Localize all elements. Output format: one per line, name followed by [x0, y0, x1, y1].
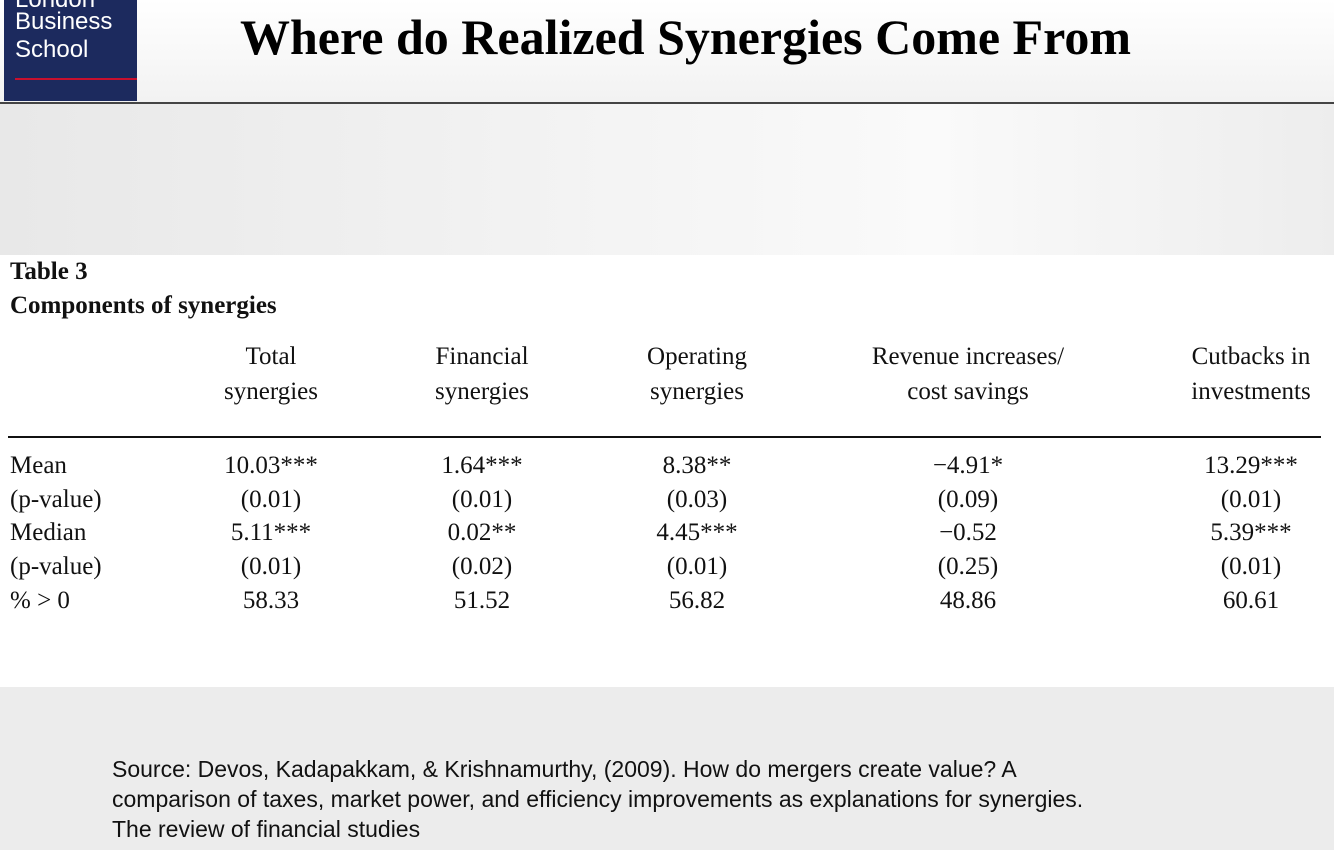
row-label: % > 0	[10, 586, 70, 614]
row-label: (p-value)	[10, 553, 102, 581]
table-cell: 0.02**	[447, 519, 517, 547]
table-rule	[8, 436, 1321, 438]
logo-rule	[15, 78, 137, 80]
table-cell: (0.02)	[451, 553, 513, 581]
source-text: The review of financial studies	[112, 816, 421, 842]
table-cell: 13.29***	[1204, 452, 1298, 479]
slide-title: Where do Realized Synergies Come From	[240, 9, 1132, 65]
table-caption: Components of synergies	[10, 292, 277, 319]
logo-text: London	[15, 0, 95, 14]
table-cell: 4.45***	[656, 519, 738, 547]
table-cell: 1.64***	[441, 452, 523, 479]
table-cell: 8.38**	[662, 452, 732, 479]
column-header: Revenue increases/	[871, 343, 1065, 370]
source-text: comparison of taxes, market power, and e…	[112, 786, 1084, 812]
table-cell: (0.25)	[937, 553, 999, 581]
column-header: cost savings	[907, 378, 1029, 405]
logo: London Business School	[4, 0, 137, 101]
row-label: Mean	[10, 452, 67, 479]
column-header: synergies	[435, 378, 529, 405]
table-image: Table 3 Components of synergies Total syn…	[0, 255, 1334, 687]
column-header: investments	[1191, 378, 1311, 405]
source-text: Source: Devos, Kadapakkam, & Krishnamurt…	[112, 756, 1017, 782]
table-cell: (0.01)	[1220, 485, 1282, 513]
table-cell: 56.82	[668, 586, 726, 614]
row-label: (p-value)	[10, 485, 102, 513]
row-label: Median	[10, 519, 87, 547]
header-bar	[0, 0, 1334, 104]
table-cell: (0.01)	[1220, 553, 1282, 581]
column-header: Cutbacks in	[1191, 343, 1311, 370]
table-cell: (0.01)	[240, 485, 302, 513]
table-cell: (0.03)	[666, 485, 728, 513]
table-cell: (0.09)	[937, 485, 999, 513]
table-cell: 5.39***	[1210, 519, 1292, 547]
table-cell: −0.52	[939, 519, 997, 547]
column-header: synergies	[224, 378, 318, 405]
background-band	[0, 104, 1334, 255]
table-cell: (0.01)	[240, 553, 302, 581]
table-cell: 60.61	[1222, 586, 1280, 614]
table-cell: 51.52	[453, 586, 511, 614]
logo-text: Business	[15, 8, 113, 35]
table-cell: 48.86	[939, 586, 997, 614]
table-cell: 58.33	[242, 586, 300, 614]
table-cell: (0.01)	[451, 485, 513, 513]
table-cell: −4.91*	[932, 452, 1004, 479]
table-cell: (0.01)	[666, 553, 728, 581]
table-cell: 10.03***	[224, 452, 318, 479]
column-header: Financial	[435, 343, 529, 370]
table-cell: 5.11***	[230, 519, 312, 547]
table-number: Table 3	[10, 258, 88, 285]
column-header: Operating	[647, 343, 747, 370]
column-header: synergies	[650, 378, 744, 405]
logo-text: School	[15, 36, 89, 63]
column-header: Total	[245, 343, 297, 370]
